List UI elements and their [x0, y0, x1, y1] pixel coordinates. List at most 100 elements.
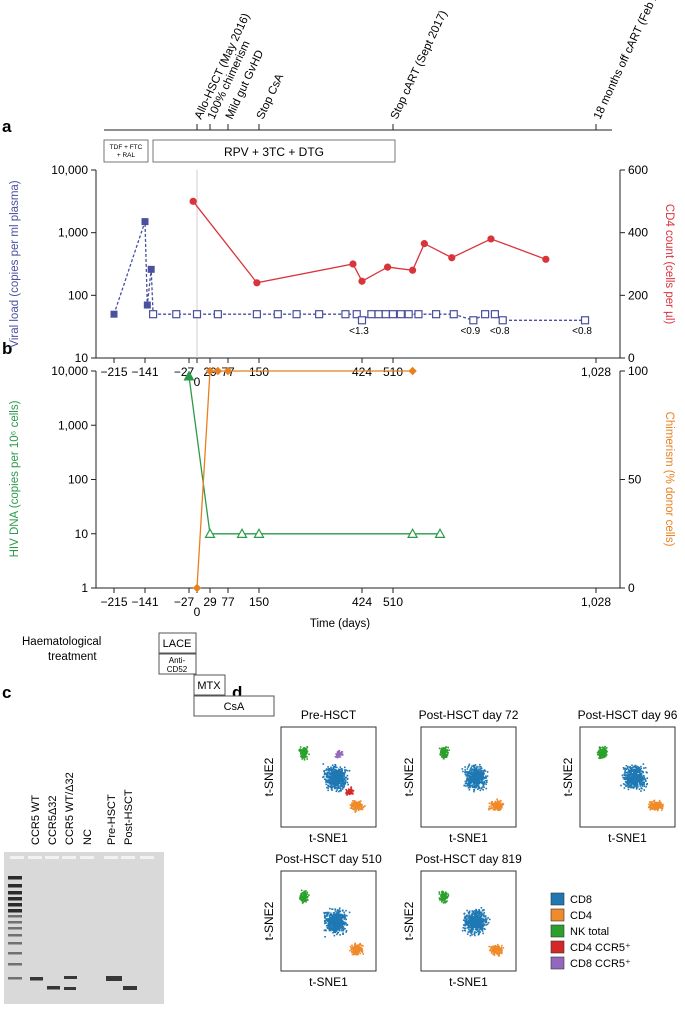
tsne-0-cd8-dot-517: [334, 786, 337, 788]
tsne-3-cd8-dot-105: [330, 912, 332, 915]
tsne-2-cd8-dot-468: [635, 773, 637, 775]
tsne-2-cd8-dot-418: [643, 776, 646, 779]
tsne-0-cd8-dot-503: [338, 769, 341, 772]
tsne-3-cd8-dot-422: [335, 917, 338, 919]
tsne-4-cd8-dot-306: [467, 931, 470, 933]
tsne-4-cd4-dot-91: [498, 955, 500, 957]
tsne-0-cd8-dot-487: [339, 766, 342, 768]
tsne-0-cd8-dot-456: [340, 778, 342, 781]
tsne-3-cd8-dot-503: [335, 923, 338, 926]
tsne-3-cd8-dot-469: [336, 923, 339, 925]
b-xtick-label-8: 510: [383, 595, 403, 609]
tsne-4-cd8-dot-289: [482, 932, 484, 935]
tsne-1-cd4-dot-10: [491, 800, 493, 803]
tsne-2-cd8-dot-488: [630, 768, 633, 771]
tsne-3-nk-dot-102: [301, 899, 304, 901]
tsne-4-cd8-dot-513: [467, 919, 470, 922]
tsne-4-cd4-dot-107: [493, 954, 496, 957]
tsne-1-nk-dot-113: [444, 755, 446, 757]
tsne-2-cd8-dot-96: [626, 767, 628, 770]
tsne-3-cd8-dot-76: [345, 909, 347, 912]
tsne-0-nk-dot-10: [300, 751, 302, 754]
tsne-1-cd8-dot-194: [483, 773, 485, 775]
tsne-3-cd4-dot-125: [349, 949, 351, 952]
tsne-4-cd8-dot-471: [478, 920, 480, 922]
tsne-4-nk-dot-117: [440, 893, 442, 896]
tsne-0-cd8ccr5-dot-42: [338, 755, 340, 758]
tsne-4-cd8-dot-510: [470, 923, 473, 926]
tsne-2-cd8-dot-278: [623, 768, 625, 770]
tsne-3-cd8-dot-251: [333, 912, 336, 914]
tsne-3-cd4-dot-146: [351, 953, 354, 956]
tsne-1-nk-dot-83: [445, 753, 448, 756]
tsne-4-cd8-dot-9: [464, 915, 466, 918]
tsne-2-cd8-dot-464: [636, 783, 639, 786]
tsne-3-nk-dot-91: [301, 897, 304, 900]
tsne-3-nk-dot-69: [299, 898, 302, 901]
tsne-0-cd4-dot-145: [352, 808, 354, 810]
tsne-3-cd8-dot-281: [338, 907, 341, 909]
tsne-0-cd8-dot-357: [325, 781, 327, 783]
tsne-legend-label-4: CD8 CCR5⁺: [570, 958, 631, 970]
tsne-4-cd8-dot-52: [479, 926, 482, 929]
tsne-2-cd8-dot-402: [628, 777, 630, 780]
hiv-dna-point-4: [407, 528, 419, 538]
tsne-4-nk-dot-70: [438, 897, 441, 900]
tsne-2-cd8-dot-428: [624, 767, 627, 770]
tsne-0-cd4-dot-135: [357, 801, 360, 803]
tsne-4-cd8-dot-414: [476, 919, 479, 921]
tsne-2-nk-dot-48: [605, 749, 608, 751]
tsne-2-cd4-dot-123: [661, 806, 663, 808]
tsne-0-cd4ccr5-dot-65: [350, 789, 352, 792]
gel-ladder-band-8: [8, 927, 22, 930]
tsne-4-cd8-dot-82: [476, 915, 479, 918]
tsne-2-cd8-dot-172: [625, 765, 628, 767]
tsne-0-cd8-dot-45: [340, 790, 342, 792]
tsne-3-nk-dot-89: [306, 896, 309, 899]
tsne-1-cd8-dot-410: [475, 772, 478, 775]
tsne-2-cd8-dot-328: [640, 769, 642, 772]
tsne-1-cd8-dot-9: [485, 775, 487, 777]
tsne-0-cd8-dot-285: [344, 776, 347, 779]
tsne-1-cd4-dot-124: [491, 807, 493, 809]
tsne-2-cd4-dot-132: [652, 804, 655, 807]
tsne-2-cd8-dot-474: [621, 774, 624, 777]
tsne-1-cd4-dot-139: [496, 803, 499, 805]
tsne-3-nk-dot-118: [303, 896, 306, 899]
tsne-0-cd8-dot-244: [336, 766, 338, 769]
tsne-0-cd8-dot-519: [340, 770, 343, 772]
tsne-4-cd8-dot-440: [475, 914, 477, 917]
tsne-2-cd8-dot-320: [635, 767, 638, 770]
tsne-0-cd8-dot-355: [334, 766, 336, 768]
tsne-1-cd8-dot-39: [471, 768, 474, 770]
gantt-bar-lace: [158, 632, 197, 654]
tsne-3-cd8-dot-508: [334, 924, 337, 927]
tsne-4-cd8-dot-451: [474, 924, 477, 926]
tsne-4-cd8-dot-114: [461, 929, 464, 932]
tsne-2-nk-dot-102: [602, 752, 605, 755]
viral-load-annotation-2: <0.8: [490, 326, 510, 337]
tsne-2-nk-dot-77: [603, 756, 605, 759]
tsne-1-cd4-dot-46: [489, 808, 492, 810]
tsne-4-cd8-dot-452: [474, 934, 476, 937]
tsne-0-cd8ccr5-dot-20: [336, 756, 339, 759]
tsne-2-cd8-dot-493: [624, 771, 626, 774]
tsne-0-cd8-dot-164: [326, 786, 328, 789]
tsne-3-cd8-dot-450: [341, 925, 344, 928]
tsne-4-cd8-dot-428: [462, 926, 465, 929]
tsne-4-cd4-dot-112: [495, 949, 498, 952]
tsne-0-nk-dot-86: [304, 755, 306, 758]
tsne-1-cd8-dot-518: [475, 779, 478, 781]
tsne-3-cd8-dot-23: [324, 936, 326, 938]
tsne-2-cd4-dot-113: [649, 801, 651, 803]
tsne-1-nk-dot-110: [441, 749, 444, 752]
tsne-2-cd8-dot-344: [634, 764, 637, 767]
tsne-1-cd8-dot-93: [471, 771, 473, 774]
viral-load-open-point-3: [213, 310, 222, 319]
tsne-1-cd4-dot-126: [496, 800, 499, 802]
gel-ladder-band-3: [8, 897, 22, 901]
tsne-1-cd8-dot-389: [474, 786, 477, 788]
tsne-4-cd8-dot-385: [481, 928, 484, 931]
gel-ladder-band-1: [8, 884, 22, 888]
tsne-3-cd8-dot-335: [335, 914, 338, 916]
